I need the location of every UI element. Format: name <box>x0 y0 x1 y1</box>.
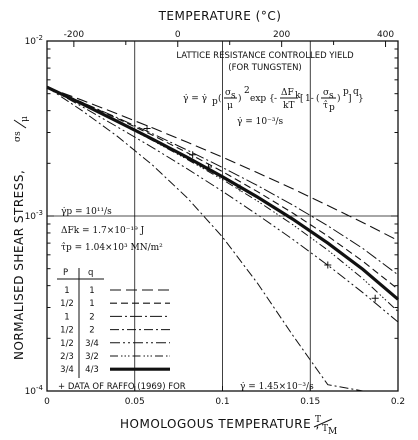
legend-q-value: 4/3 <box>85 365 99 375</box>
series-line-4 <box>46 86 398 392</box>
legend-raffo-note: + DATA OF RAFFO (1969) FOR <box>58 382 186 392</box>
svg-text:): ) <box>337 93 341 104</box>
svg-text:γ̇ = γ̇: γ̇ = γ̇ <box>183 94 207 104</box>
x-axis-title: HOMOLOGOUS TEMPERATURE , <box>120 417 320 431</box>
svg-text:k: k <box>295 91 301 101</box>
annotation-strain-rate: γ̇ = 10⁻³/s <box>237 117 283 127</box>
legend-p-value: 1 <box>64 286 69 296</box>
legend-p-value: 2/3 <box>60 352 74 362</box>
raffo-data-point <box>371 294 379 302</box>
annotation-heading: LATTICE RESISTANCE CONTROLLED YIELD <box>176 51 354 61</box>
svg-text:p: p <box>212 97 218 107</box>
svg-text:(: ( <box>316 93 320 104</box>
governing-equation: γ̇ = γ̇ p ( σ s μ ) 2 exp { - ΔF k kT [ … <box>183 86 364 113</box>
legend-p-value: 1/2 <box>60 339 74 349</box>
x-tick-label: 0.2 <box>391 397 405 407</box>
legend-q-value: 1 <box>89 299 94 309</box>
y-axis-denominator: μ <box>20 116 30 122</box>
series-line-7 <box>46 85 400 301</box>
legend-q-value: 3/2 <box>85 352 99 362</box>
svg-text:q: q <box>353 87 359 97</box>
legend-q-value: 2 <box>89 312 94 322</box>
series-line-6 <box>46 86 399 312</box>
top-axis-title: TEMPERATURE (°C) <box>158 9 282 23</box>
svg-text:}: } <box>358 94 364 104</box>
y-axis-title: NORMALISED SHEAR STRESS, <box>12 170 26 360</box>
raffo-data-point <box>189 151 197 159</box>
svg-text:p: p <box>343 87 349 97</box>
series-line-5 <box>46 86 399 323</box>
svg-text:]: ] <box>348 94 352 104</box>
top-tick-label: 200 <box>273 30 290 40</box>
y-tick-label: 10-4 <box>25 384 44 397</box>
svg-text:2: 2 <box>244 86 250 96</box>
axis-ticks: 0 0.05 0.1 0.15 0.2 -200 0 200 400 10-2 10-3 10-4 <box>25 30 406 407</box>
svg-text:(: ( <box>218 93 222 104</box>
legend-p-value: 1/2 <box>60 299 74 309</box>
svg-text:{: { <box>269 94 275 104</box>
x-tick-label: 0 <box>44 397 50 407</box>
svg-text:σ: σ <box>323 88 329 98</box>
x-axis-fraction-bar <box>313 418 333 428</box>
series-line-3 <box>46 86 399 276</box>
top-tick-label: 0 <box>175 30 181 40</box>
raffo-points <box>143 125 379 302</box>
legend: P q 1 1 1/2 1 1 2 1/2 2 1/2 3/4 2/3 3/2 3/4 4/3 + DAT… <box>57 268 314 392</box>
raffo-data-point <box>324 261 332 269</box>
svg-text:s: s <box>231 91 236 101</box>
svg-text:τ̂: τ̂ <box>323 100 328 111</box>
svg-text:-: - <box>274 94 277 104</box>
legend-p-value: 3/4 <box>60 365 74 375</box>
svg-text:ΔF: ΔF <box>281 88 294 98</box>
raffo-data-point <box>204 163 212 171</box>
annotation-activation-energy: ΔFk = 1.7×10⁻¹⁹ J <box>61 226 145 236</box>
top-tick-label: -200 <box>64 30 85 40</box>
legend-p-value: 1/2 <box>60 326 74 336</box>
svg-text:1-: 1- <box>305 94 314 104</box>
x-axis-symbol: T <box>322 424 328 434</box>
x-tick-label: 0.15 <box>300 397 320 407</box>
svg-text:): ) <box>238 93 242 104</box>
series-lines <box>46 85 400 392</box>
y-tick-label: 10-3 <box>25 209 43 222</box>
legend-q-value: 1 <box>89 286 94 296</box>
annotation-peierls-stress: τ̂p = 1.04×10³ MN/m² <box>61 242 163 253</box>
annotation-reference-rate: γ̇p = 10¹¹/s <box>61 207 112 217</box>
svg-text:p: p <box>329 103 335 113</box>
legend-header-q: q <box>88 268 93 278</box>
series-line-2 <box>46 86 399 290</box>
legend-raffo-rate: γ̇ = 1.45×10⁻³/s <box>240 382 314 392</box>
legend-p-value: 1 <box>64 312 69 322</box>
x-axis-symbol: T <box>315 415 321 425</box>
legend-q-value: 2 <box>89 326 94 336</box>
x-axis-subscript: M <box>328 427 337 437</box>
x-tick-label: 0.1 <box>215 397 229 407</box>
svg-text:s: s <box>329 91 334 101</box>
svg-text:μ: μ <box>227 101 233 111</box>
y-axis-numerator: σs <box>13 131 23 142</box>
y-axis-fraction-bar <box>13 119 27 129</box>
svg-text:exp: exp <box>250 94 266 104</box>
legend-q-value: 3/4 <box>85 339 99 349</box>
annotation-subheading: (FOR TUNGSTEN) <box>228 63 302 73</box>
y-tick-label: 10-2 <box>25 34 43 47</box>
svg-text:kT: kT <box>283 101 294 111</box>
raffo-data-point <box>236 184 244 192</box>
top-tick-label: 400 <box>377 30 394 40</box>
svg-text:[: [ <box>300 94 304 104</box>
svg-text:σ: σ <box>225 88 231 98</box>
grid-lines <box>47 41 398 391</box>
x-tick-label: 0.05 <box>125 397 145 407</box>
raffo-data-point <box>143 125 151 132</box>
legend-header-p: P <box>63 268 68 278</box>
